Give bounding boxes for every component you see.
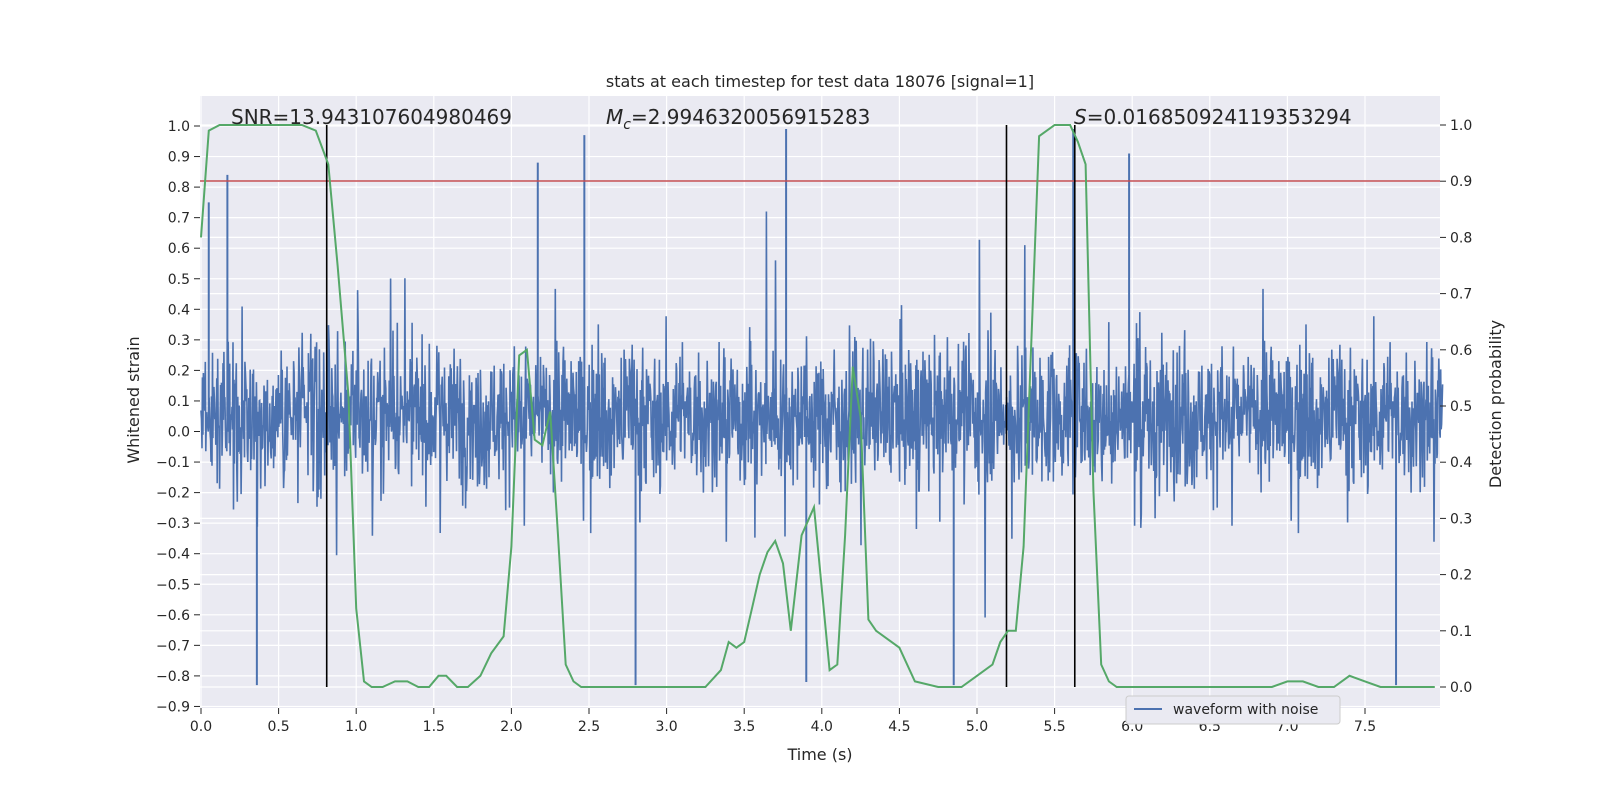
x-tick-label: 4.5 bbox=[888, 719, 910, 735]
chirp-mass-value: =2.9946320056915283 bbox=[631, 105, 870, 129]
y-tick-label: 0.9 bbox=[168, 150, 190, 166]
snr-annotation: SNR=13.943107604980469 bbox=[231, 105, 512, 129]
legend: waveform with noise bbox=[1125, 695, 1341, 725]
marker-lines bbox=[325, 125, 1076, 687]
chirp-mass-annotation: Mc=2.9946320056915283 bbox=[606, 105, 870, 133]
x-tick-label: 1.5 bbox=[423, 719, 445, 735]
probability-series bbox=[200, 124, 1435, 688]
y2-tick-label: 0.2 bbox=[1450, 568, 1472, 584]
y-tick-label: 0.7 bbox=[168, 211, 190, 227]
y-tick-label: 0.2 bbox=[168, 363, 190, 379]
s-value: =0.016850924119353294 bbox=[1087, 105, 1352, 129]
y-tick-label: −0.8 bbox=[156, 669, 190, 685]
y-tick-label: 0.8 bbox=[168, 180, 190, 196]
x-tick-label: 0.5 bbox=[267, 719, 289, 735]
y-tick-label: 1.0 bbox=[168, 119, 190, 135]
chirp-mass-symbol: M bbox=[606, 105, 623, 129]
y2-tick-label: 0.1 bbox=[1450, 624, 1472, 640]
y2-tick-label: 0.5 bbox=[1450, 399, 1472, 415]
x-tick-label: 2.0 bbox=[500, 719, 522, 735]
x-tick-label: 7.5 bbox=[1354, 719, 1376, 735]
x-tick-label: 2.5 bbox=[578, 719, 600, 735]
detection-probability-line bbox=[200, 124, 1435, 688]
y-tick-label: 0.6 bbox=[168, 241, 190, 257]
waveform-line bbox=[200, 211, 1444, 618]
y2-tick-label: 0.7 bbox=[1450, 287, 1472, 303]
y-tick-label: −0.6 bbox=[156, 608, 190, 624]
legend-label: waveform with noise bbox=[1173, 702, 1318, 718]
x-tick-label: 3.5 bbox=[733, 719, 755, 735]
x-tick-label: 3.0 bbox=[655, 719, 677, 735]
y-tick-label: −0.7 bbox=[156, 638, 190, 654]
y-tick-label: 0.3 bbox=[168, 333, 190, 349]
y-tick-label: 0.1 bbox=[168, 394, 190, 410]
x-tick-label: 5.5 bbox=[1043, 719, 1065, 735]
waveform-series bbox=[200, 129, 1444, 686]
y2-tick-label: 0.0 bbox=[1450, 680, 1472, 696]
y-tick-label: 0.0 bbox=[168, 425, 190, 441]
y2-tick-label: 0.9 bbox=[1450, 174, 1472, 190]
legend-box bbox=[1125, 695, 1341, 725]
y-tick-label: 0.5 bbox=[168, 272, 190, 288]
y-axis-label: Whitened strain bbox=[124, 336, 143, 463]
y2-tick-label: 1.0 bbox=[1450, 118, 1472, 134]
y2-tick-label: 0.8 bbox=[1450, 230, 1472, 246]
chart-title: stats at each timestep for test data 180… bbox=[606, 72, 1034, 91]
y-tick-label: −0.4 bbox=[156, 547, 190, 563]
y-tick-label: 0.4 bbox=[168, 302, 190, 318]
y2-tick-label: 0.6 bbox=[1450, 343, 1472, 359]
y-tick-label: −0.5 bbox=[156, 577, 190, 593]
y-tick-label: −0.2 bbox=[156, 486, 190, 502]
s-annotation: S=0.016850924119353294 bbox=[1074, 105, 1352, 129]
y-tick-label: −0.3 bbox=[156, 516, 190, 532]
x-axis-label: Time (s) bbox=[786, 745, 852, 764]
y-axis-left: 1.0 0.9 0.8 0.7 0.6 0.5 0.4 0.3 0.2 0.1 0.0 −0.1 −0.… bbox=[156, 119, 200, 715]
y-axis-right: 1.0 0.9 0.8 0.7 0.6 0.5 0.4 0.3 0.2 0.1 0.0 bbox=[1440, 118, 1472, 696]
y-tick-label: −0.9 bbox=[156, 699, 190, 715]
y-tick-label: −0.1 bbox=[156, 455, 190, 471]
s-symbol: S bbox=[1074, 105, 1087, 129]
x-tick-label: 4.0 bbox=[811, 719, 833, 735]
y2-axis-label: Detection probability bbox=[1486, 320, 1505, 488]
x-tick-label: 0.0 bbox=[190, 719, 212, 735]
x-tick-label: 1.0 bbox=[345, 719, 367, 735]
x-tick-label: 5.0 bbox=[966, 719, 988, 735]
y2-tick-label: 0.3 bbox=[1450, 511, 1472, 527]
y2-tick-label: 0.4 bbox=[1450, 455, 1472, 471]
chirp-mass-subscript: c bbox=[623, 117, 631, 133]
